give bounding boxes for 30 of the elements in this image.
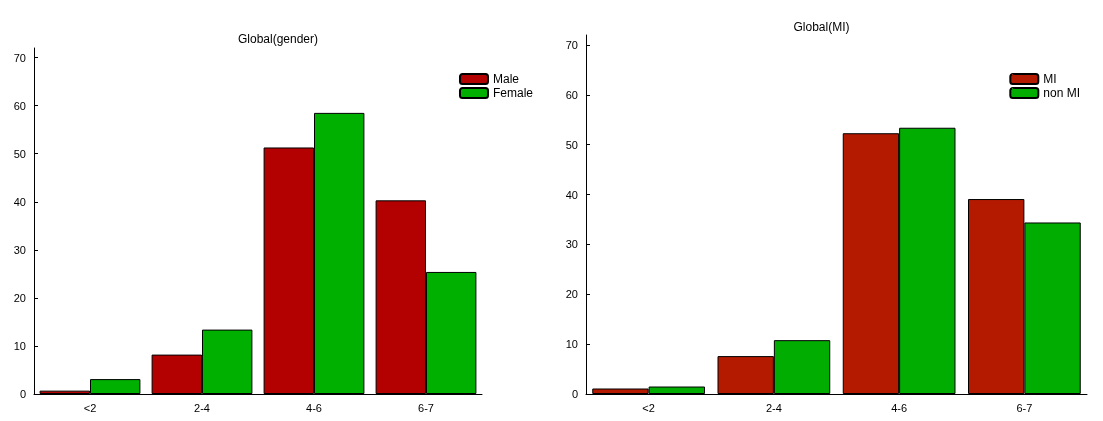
x-tick-label: 6-7 [1016,401,1033,414]
y-tick-label: 10 [13,339,26,352]
x-tick-label: 6-7 [418,401,434,414]
y-tick-label: 40 [565,188,578,201]
chart-title: Global(gender) [237,32,319,46]
y-tick-label: 10 [565,338,578,351]
x-tick-label: 4-6 [891,401,908,414]
x-tick-label: 4-6 [306,401,322,414]
y-tick-label: 60 [13,99,26,112]
y-tick-label: 40 [13,195,26,208]
x-tick-label: <2 [83,401,97,414]
legend-label: Male [492,72,520,86]
y-tick-label: 60 [565,88,578,101]
y-tick-label: 0 [571,388,578,400]
legend-label: Female [492,86,534,100]
legend-label: MI [1043,72,1057,86]
legend-label: non MI [1043,86,1080,100]
y-tick-label: 0 [19,388,26,400]
x-tick-label: 2-4 [194,401,210,414]
y-tick-label: 50 [13,147,26,160]
chart-title: Global(MI) [793,20,850,34]
y-tick-label: 50 [565,138,578,151]
y-tick-label: 30 [565,238,578,251]
x-tick-label: <2 [642,401,655,414]
y-tick-label: 70 [565,38,578,51]
y-tick-label: 70 [13,51,26,64]
y-tick-label: 20 [13,291,26,304]
x-tick-label: 2-4 [765,401,782,414]
y-tick-label: 20 [565,288,578,301]
y-tick-label: 30 [13,243,26,256]
